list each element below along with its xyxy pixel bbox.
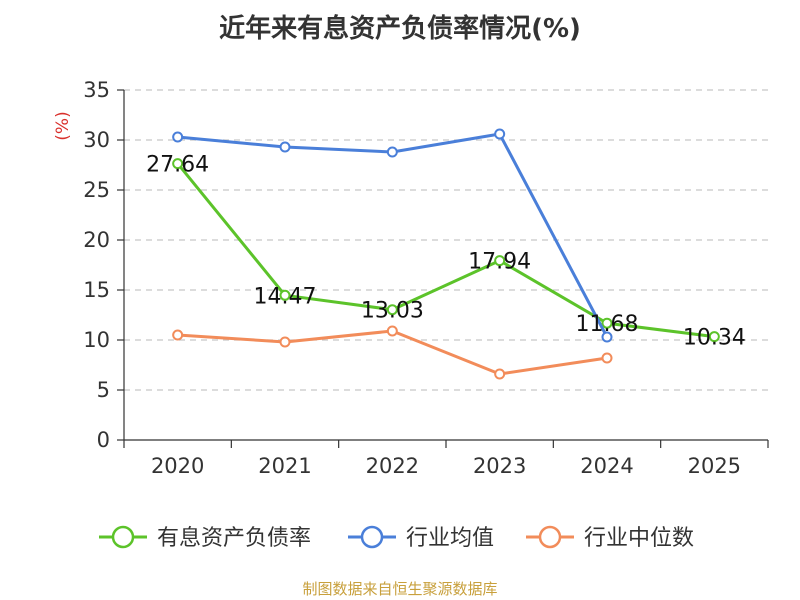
legend-item-0: 有息资产负债率 [99, 525, 311, 551]
point-2-2022 [386, 325, 398, 337]
x-tick-label-2020: 2020 [151, 454, 204, 478]
data-label-2023: 17.94 [468, 250, 531, 275]
point-0-2024 [601, 317, 613, 329]
y-tick-label-15: 15 [83, 278, 110, 302]
y-axis-unit-label: (%) [53, 111, 73, 140]
legend-marker-0 [111, 525, 135, 549]
data-label-2024: 11.68 [576, 312, 639, 337]
x-tick-label-2024: 2024 [580, 454, 633, 478]
point-0-2025 [708, 331, 720, 343]
x-tick-label-2025: 2025 [688, 454, 741, 478]
legend-item-2: 行业中位数 [526, 525, 694, 551]
legend-label-1: 行业均值 [406, 526, 494, 551]
legend-marker-1 [360, 525, 384, 549]
data-label-2021: 14.47 [254, 284, 317, 309]
point-1-2023 [494, 128, 506, 140]
legend-label-0: 有息资产负债率 [157, 526, 311, 551]
chart-title: 近年来有息资产负债率情况(%) [219, 14, 581, 44]
y-tick-label-30: 30 [83, 128, 110, 152]
point-2-2024 [601, 352, 613, 364]
series-lines [172, 128, 720, 380]
point-0-2020 [172, 158, 184, 170]
x-tick-label-2022: 2022 [366, 454, 419, 478]
series-line-0 [176, 162, 715, 339]
data-label-2020: 27.64 [146, 153, 209, 178]
legend-label-2: 行业中位数 [584, 526, 694, 551]
y-tick-label-5: 5 [97, 378, 110, 402]
source-note: 制图数据来自恒生聚源数据库 [302, 580, 498, 598]
grid-lines [124, 89, 768, 391]
point-0-2022 [386, 304, 398, 316]
legend-item-1: 行业均值 [348, 525, 494, 551]
point-1-2021 [279, 141, 291, 153]
data-labels: 27.64 14.47 13.03 17.94 11.68 10.34 [146, 153, 746, 351]
point-2-2023 [494, 368, 506, 380]
data-label-2025: 10.34 [683, 326, 746, 351]
point-1-2020 [172, 131, 184, 143]
y-tick-label-35: 35 [83, 78, 110, 102]
y-tick-label-25: 25 [83, 178, 110, 202]
point-2-2020 [172, 329, 184, 341]
data-label-2022: 13.03 [361, 299, 424, 324]
point-1-2022 [386, 146, 398, 158]
y-tick-label-0: 0 [97, 428, 110, 452]
x-tick-label-2023: 2023 [473, 454, 526, 478]
point-0-2021 [279, 289, 291, 301]
point-1-2024 [601, 331, 613, 343]
point-2-2021 [279, 336, 291, 348]
x-tick-label-2021: 2021 [258, 454, 311, 478]
legend-marker-2 [538, 525, 562, 549]
legend: 有息资产负债率 行业均值 行业中位数 [99, 525, 694, 551]
series-line-2 [177, 329, 608, 376]
y-tick-label-20: 20 [83, 228, 110, 252]
point-0-2023 [494, 255, 506, 267]
y-tick-label-10: 10 [83, 328, 110, 352]
